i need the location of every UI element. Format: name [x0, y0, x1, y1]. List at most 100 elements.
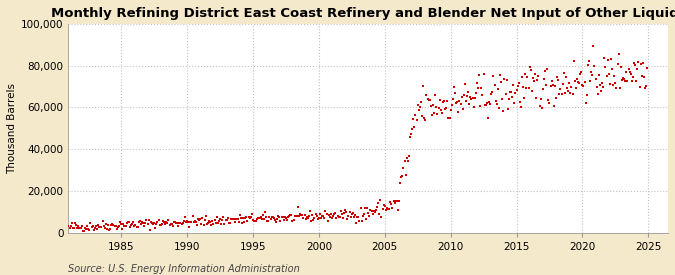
Point — [301, 215, 312, 219]
Point — [126, 223, 136, 227]
Point — [136, 222, 146, 227]
Point — [486, 92, 497, 96]
Point — [265, 217, 276, 221]
Point — [462, 94, 472, 98]
Point — [76, 224, 87, 228]
Point — [125, 224, 136, 229]
Point — [295, 212, 306, 216]
Point — [431, 104, 441, 109]
Point — [385, 200, 396, 204]
Point — [528, 76, 539, 81]
Point — [263, 219, 274, 223]
Point — [134, 220, 144, 224]
Point — [152, 220, 163, 225]
Point — [92, 227, 103, 231]
Point — [587, 73, 597, 77]
Point — [246, 215, 256, 219]
Point — [287, 219, 298, 223]
Point — [416, 114, 427, 119]
Point — [609, 74, 620, 78]
Point — [257, 213, 268, 217]
Point — [386, 202, 397, 206]
Point — [513, 81, 524, 86]
Point — [364, 214, 375, 219]
Point — [236, 216, 246, 221]
Point — [232, 217, 243, 221]
Point — [597, 81, 608, 85]
Point — [635, 62, 646, 66]
Point — [101, 221, 111, 226]
Point — [563, 88, 574, 93]
Title: Monthly Refining District East Coast Refinery and Blender Net Input of Other Liq: Monthly Refining District East Coast Ref… — [51, 7, 675, 20]
Point — [432, 111, 443, 116]
Point — [469, 96, 480, 100]
Point — [145, 219, 156, 224]
Point — [633, 60, 644, 64]
Point — [497, 97, 508, 101]
Point — [141, 218, 152, 222]
Point — [509, 101, 520, 105]
Point — [183, 220, 194, 224]
Point — [184, 225, 194, 229]
Point — [132, 225, 143, 229]
Point — [304, 214, 315, 219]
Point — [610, 81, 621, 86]
Point — [186, 219, 197, 224]
Point — [86, 225, 97, 229]
Point — [181, 219, 192, 224]
Point — [279, 215, 290, 219]
Point — [318, 214, 329, 218]
Point — [259, 217, 269, 221]
Point — [508, 83, 518, 87]
Point — [427, 113, 437, 118]
Point — [66, 221, 77, 226]
Point — [425, 104, 436, 109]
Point — [190, 219, 200, 223]
Point — [248, 218, 259, 222]
Point — [397, 174, 408, 178]
Point — [113, 225, 124, 229]
Point — [165, 221, 176, 226]
Point — [251, 219, 262, 223]
Point — [195, 217, 206, 222]
Point — [317, 213, 327, 218]
Point — [322, 219, 333, 223]
Point — [185, 220, 196, 224]
Point — [451, 101, 462, 106]
Point — [437, 99, 448, 104]
Point — [474, 73, 485, 78]
Point — [551, 96, 562, 100]
Point — [63, 224, 74, 228]
Point — [616, 78, 627, 82]
Point — [194, 218, 205, 222]
Point — [264, 215, 275, 219]
Point — [124, 220, 134, 224]
Point — [262, 218, 273, 223]
Point — [539, 77, 549, 81]
Point — [580, 101, 591, 105]
Point — [500, 92, 511, 97]
Point — [341, 210, 352, 214]
Point — [452, 100, 462, 104]
Point — [151, 222, 162, 226]
Point — [374, 212, 385, 217]
Point — [297, 213, 308, 218]
Point — [544, 101, 555, 106]
Point — [325, 211, 336, 216]
Point — [309, 215, 320, 220]
Point — [96, 225, 107, 230]
Point — [187, 213, 198, 218]
Point — [579, 80, 590, 84]
Point — [175, 221, 186, 226]
Point — [87, 224, 98, 228]
Point — [119, 224, 130, 228]
Point — [234, 219, 244, 224]
Point — [332, 214, 343, 218]
Point — [178, 221, 188, 225]
Point — [556, 92, 567, 97]
Point — [379, 204, 390, 208]
Point — [148, 221, 159, 226]
Point — [510, 91, 521, 95]
Point — [229, 217, 240, 221]
Point — [406, 132, 416, 136]
